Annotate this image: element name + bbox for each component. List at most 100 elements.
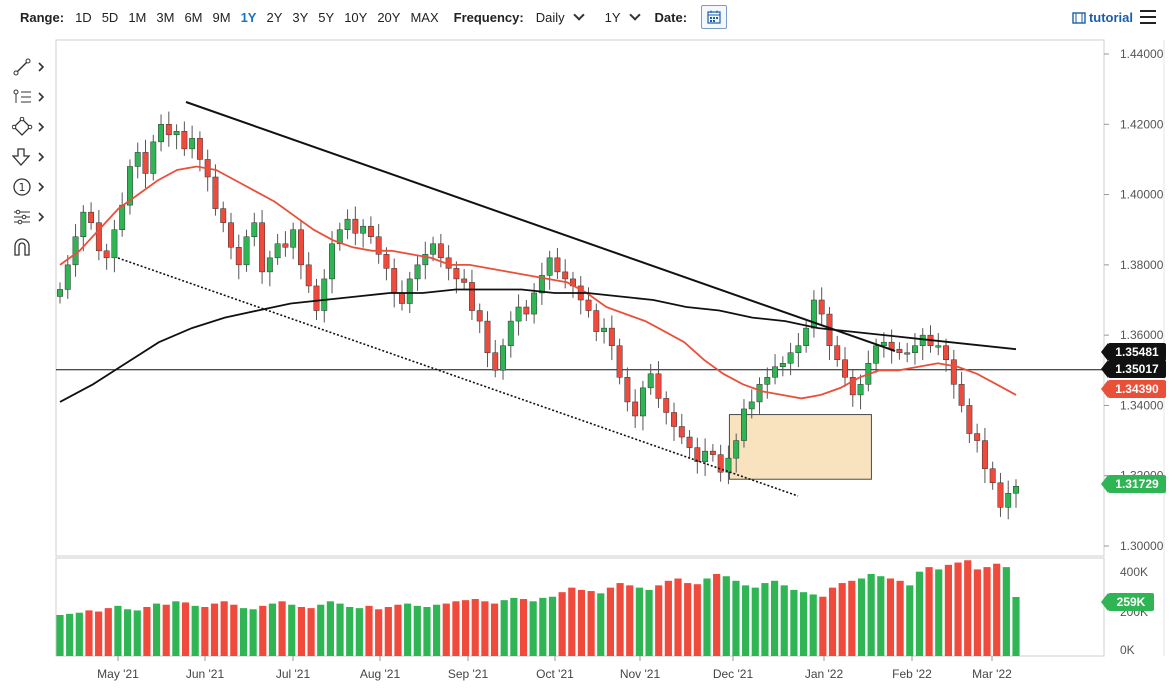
shape-tool-icon[interactable] bbox=[12, 112, 52, 142]
volume-bar bbox=[558, 592, 566, 656]
candle bbox=[259, 210, 266, 284]
range-button-9m[interactable]: 9M bbox=[212, 9, 231, 25]
candle bbox=[235, 234, 242, 280]
candle-body bbox=[64, 264, 71, 290]
volume-bar bbox=[645, 589, 653, 656]
range-button-5d[interactable]: 5D bbox=[101, 9, 119, 25]
candle-body bbox=[702, 450, 709, 462]
magnet-icon[interactable] bbox=[12, 232, 52, 262]
range-button-10y[interactable]: 10Y bbox=[344, 9, 368, 25]
annotation-tool-icon[interactable]: 1 bbox=[12, 172, 52, 202]
volume-bar bbox=[461, 600, 470, 656]
arrow-tool-icon[interactable] bbox=[12, 142, 52, 172]
candle bbox=[966, 398, 973, 444]
range-button-6m[interactable]: 6M bbox=[184, 9, 203, 25]
range-button-3m[interactable]: 3M bbox=[156, 9, 175, 25]
candle bbox=[196, 131, 203, 172]
candle bbox=[904, 342, 911, 363]
candle bbox=[336, 222, 343, 251]
candle-body bbox=[671, 412, 677, 427]
price-tick-label: 1.38000 bbox=[1120, 258, 1164, 272]
price-tick-label: 1.44000 bbox=[1120, 47, 1164, 61]
candle bbox=[274, 233, 281, 265]
volume-bar bbox=[384, 607, 392, 656]
candle-body bbox=[235, 247, 242, 266]
candle-body bbox=[290, 229, 297, 248]
volume-bar bbox=[944, 564, 952, 656]
volume-bar bbox=[790, 589, 798, 656]
candle bbox=[158, 114, 164, 152]
candle-body bbox=[772, 366, 779, 378]
range-button-3y[interactable]: 3Y bbox=[292, 9, 309, 25]
candle bbox=[57, 282, 63, 304]
candle-body bbox=[212, 176, 219, 209]
candle bbox=[671, 402, 677, 441]
candle-body bbox=[57, 289, 63, 297]
candle-body bbox=[904, 352, 911, 355]
volume-bar bbox=[191, 605, 199, 656]
period-value: 1Y bbox=[604, 9, 621, 25]
hamburger-menu-icon[interactable] bbox=[1140, 10, 1156, 24]
volume-bar bbox=[471, 599, 479, 656]
volume-tick-label: 400K bbox=[1120, 565, 1148, 579]
line-tool-icon[interactable] bbox=[12, 52, 52, 82]
volume-bar bbox=[597, 593, 605, 656]
volume-bar bbox=[490, 603, 499, 656]
volume-bar bbox=[249, 609, 257, 656]
candle bbox=[80, 205, 87, 252]
candle-body bbox=[974, 433, 981, 441]
candle-body bbox=[173, 131, 180, 136]
candle-body bbox=[196, 138, 203, 160]
volume-bar bbox=[268, 603, 277, 656]
volume-bar bbox=[935, 569, 943, 656]
candle-body bbox=[243, 236, 250, 266]
candle bbox=[546, 250, 553, 290]
candle bbox=[624, 367, 631, 412]
candle bbox=[795, 333, 802, 368]
candle-body bbox=[694, 447, 701, 462]
candle bbox=[585, 287, 592, 318]
candle-body bbox=[430, 243, 437, 255]
range-button-1m[interactable]: 1M bbox=[128, 9, 147, 25]
measure-tool-icon[interactable] bbox=[12, 202, 52, 232]
volume-bar bbox=[838, 583, 846, 656]
candle-body bbox=[810, 299, 817, 329]
candle bbox=[577, 276, 584, 315]
range-button-20y[interactable]: 20Y bbox=[377, 9, 401, 25]
range-button-1d[interactable]: 1D bbox=[75, 9, 92, 25]
tutorial-link[interactable]: tutorial bbox=[1072, 10, 1133, 25]
volume-bar bbox=[857, 578, 866, 656]
candle-body bbox=[795, 345, 802, 353]
range-button-2y[interactable]: 2Y bbox=[266, 9, 283, 25]
candle bbox=[515, 294, 522, 336]
volume-bar bbox=[133, 610, 141, 656]
range-button-1y[interactable]: 1Y bbox=[240, 9, 257, 25]
candle bbox=[422, 241, 429, 280]
frequency-select[interactable]: Daily bbox=[536, 9, 585, 25]
candle-body bbox=[1013, 486, 1019, 494]
candle-body bbox=[484, 320, 491, 353]
candle bbox=[484, 311, 491, 368]
candle bbox=[500, 338, 506, 380]
candle-body bbox=[748, 401, 755, 410]
volume-bar bbox=[143, 607, 151, 656]
volume-bar bbox=[452, 601, 460, 656]
candle-body bbox=[119, 204, 126, 230]
candle-body bbox=[554, 257, 561, 273]
range-button-max[interactable]: MAX bbox=[410, 9, 439, 25]
date-label: Date: bbox=[654, 9, 688, 25]
hline-price-flag: 1.35017 bbox=[1101, 360, 1166, 378]
candle-body bbox=[764, 377, 771, 385]
fib-tool-icon[interactable] bbox=[12, 82, 52, 112]
candle-body bbox=[686, 436, 693, 448]
volume-bar bbox=[848, 580, 856, 656]
candle-body bbox=[282, 243, 289, 248]
price-tick-label: 1.30000 bbox=[1120, 539, 1164, 553]
period-select[interactable]: 1Y bbox=[604, 9, 641, 25]
candle bbox=[204, 149, 211, 192]
candle-body bbox=[531, 292, 538, 315]
calendar-button[interactable] bbox=[701, 5, 728, 29]
candle-body bbox=[842, 359, 848, 378]
range-button-5y[interactable]: 5Y bbox=[318, 9, 335, 25]
